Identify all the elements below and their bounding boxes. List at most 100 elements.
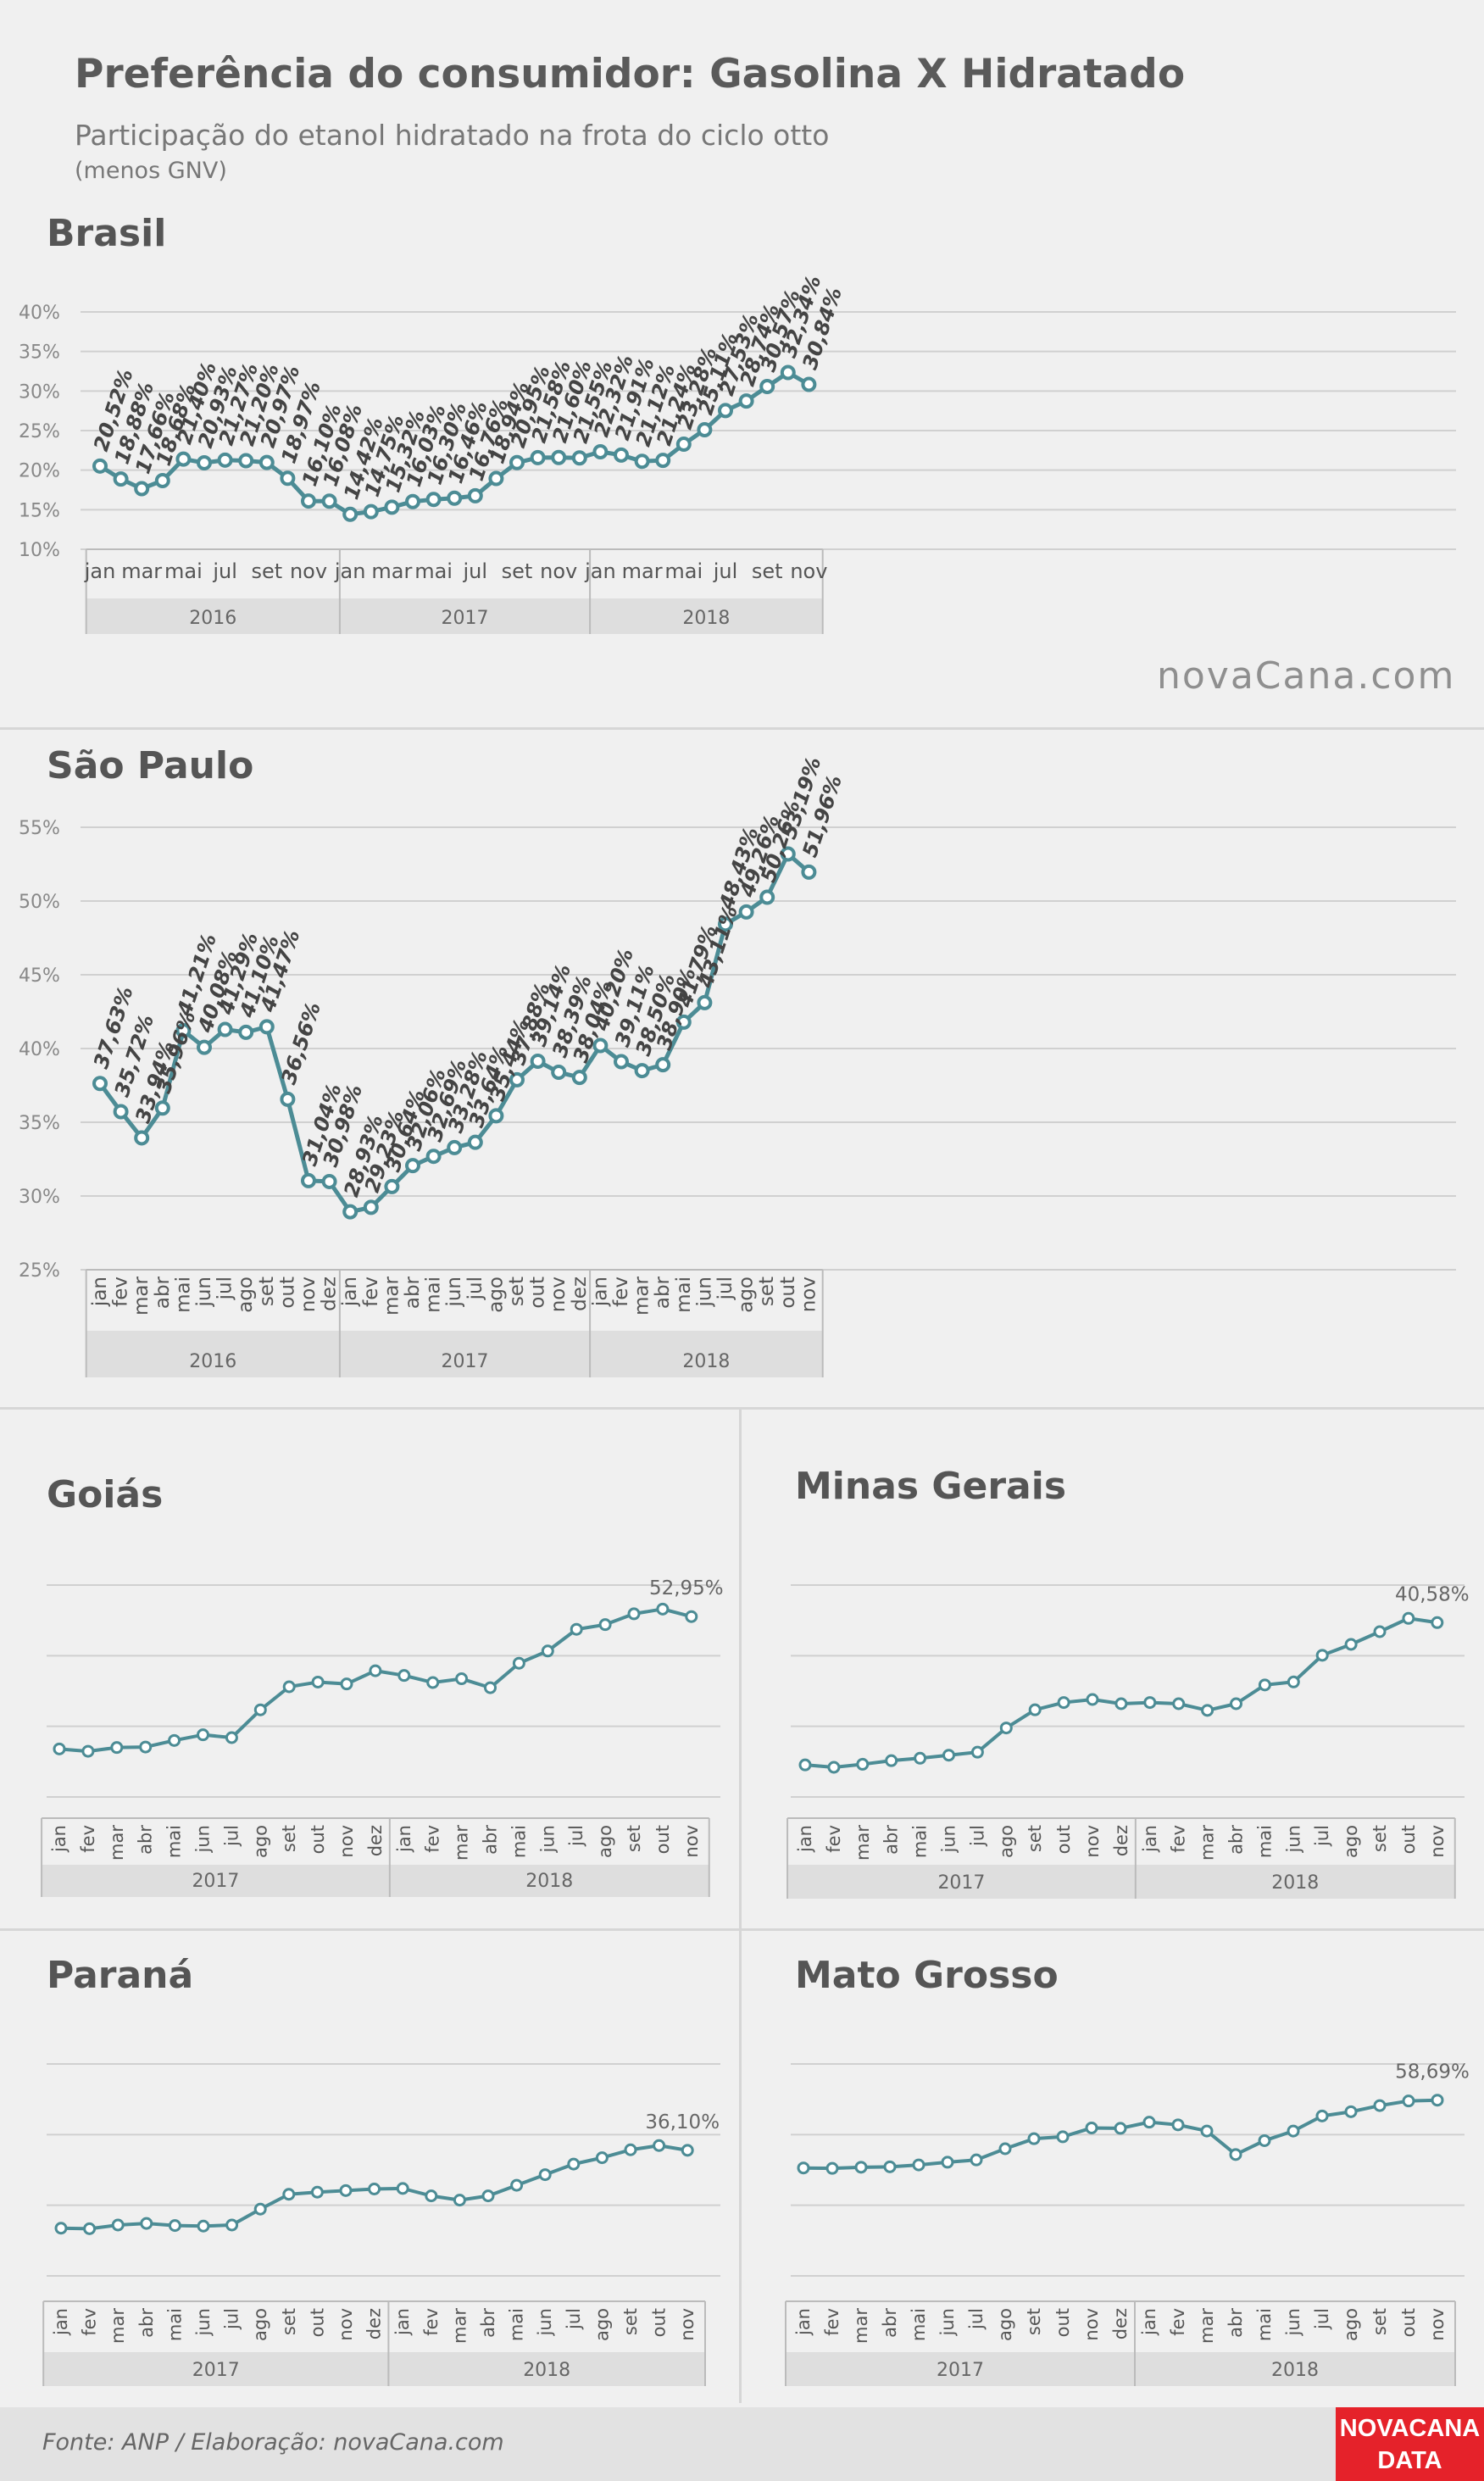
data-point xyxy=(92,1076,108,1092)
data-point xyxy=(798,1758,812,1772)
x-tick-label: jul xyxy=(222,2308,242,2330)
y-tick-label: 35% xyxy=(19,342,60,364)
x-tick-label: jul xyxy=(1312,1825,1332,1847)
data-point xyxy=(1230,1697,1242,1711)
data-point xyxy=(225,2218,239,2232)
data-point xyxy=(656,1602,670,1616)
data-point xyxy=(447,1139,463,1155)
data-point xyxy=(467,487,483,503)
data-point xyxy=(113,1104,129,1120)
x-tick-label: ago xyxy=(235,1277,257,1313)
data-point xyxy=(396,2182,409,2195)
x-tick-label: mai xyxy=(1254,2308,1275,2341)
year-label: 2017 xyxy=(192,2360,240,2381)
x-tick-label: set xyxy=(279,1825,299,1852)
x-tick-label: jan xyxy=(339,1277,361,1307)
divider-middle xyxy=(0,1407,1484,1410)
x-tick-label: set xyxy=(502,559,533,583)
x-tick-label: nov xyxy=(1081,2308,1102,2341)
data-point xyxy=(253,2202,267,2216)
x-tick-label: out xyxy=(649,2308,670,2337)
data-point xyxy=(1200,2124,1214,2138)
x-tick-label: jul xyxy=(214,1277,236,1300)
x-tick-label: nov xyxy=(1427,2308,1448,2341)
x-tick-label: set xyxy=(620,2308,641,2335)
x-tick-label: nov xyxy=(336,2308,356,2341)
data-point xyxy=(718,916,733,932)
x-tick-label: abr xyxy=(881,1825,902,1855)
data-point xyxy=(258,1019,275,1035)
x-tick-label: set xyxy=(251,559,282,583)
data-point xyxy=(425,2189,438,2203)
chart-title: Mato Grosso xyxy=(795,1954,1059,1997)
chart-title: Minas Gerais xyxy=(795,1465,1066,1508)
data-point xyxy=(1028,1703,1042,1716)
x-tick-label: jun xyxy=(1283,2308,1303,2336)
data-point xyxy=(1344,2105,1358,2118)
data-point xyxy=(1114,1697,1128,1711)
x-tick-label: jul xyxy=(966,2308,987,2330)
data-point xyxy=(856,1757,870,1771)
data-point xyxy=(168,1733,181,1747)
data-point xyxy=(342,506,358,522)
x-tick-label: mar xyxy=(622,559,663,583)
x-tick-label: nov xyxy=(547,1277,570,1312)
last-value-label: 40,58% xyxy=(1395,1583,1470,1605)
data-point xyxy=(384,1178,400,1194)
x-tick-label: abr xyxy=(481,1825,501,1855)
x-tick-label: fev xyxy=(822,2308,842,2336)
data-point xyxy=(217,452,233,468)
data-point xyxy=(655,1057,671,1073)
data-point xyxy=(530,1053,546,1069)
data-point xyxy=(426,1676,440,1689)
data-point xyxy=(425,492,442,508)
year-band xyxy=(42,1865,709,1897)
x-tick-label: set xyxy=(256,1277,278,1306)
data-point xyxy=(1431,2094,1444,2107)
x-tick-label: out xyxy=(527,1277,549,1309)
data-point xyxy=(54,2222,68,2235)
data-point xyxy=(567,2157,581,2171)
data-point xyxy=(154,1100,170,1116)
data-point xyxy=(405,1158,420,1174)
x-tick-label: out xyxy=(1398,2308,1419,2337)
data-point xyxy=(1373,1625,1387,1638)
data-point xyxy=(571,450,587,466)
x-tick-label: ago xyxy=(485,1277,507,1313)
data-point xyxy=(384,499,400,515)
data-point xyxy=(484,1681,497,1694)
x-tick-label: jul xyxy=(463,559,488,583)
data-point xyxy=(883,2160,897,2173)
x-tick-label: abr xyxy=(1226,2308,1246,2338)
x-tick-label: ago xyxy=(996,1825,1016,1858)
year-label: 2018 xyxy=(525,1871,573,1892)
x-tick-label: jan xyxy=(394,1825,414,1853)
data-point xyxy=(571,1070,587,1086)
x-tick-label: nov xyxy=(677,2308,698,2341)
data-point xyxy=(282,1680,296,1694)
x-tick-label: abr xyxy=(478,2308,498,2338)
x-tick-label: nov xyxy=(790,559,827,583)
data-point xyxy=(311,1675,325,1688)
data-point xyxy=(447,490,463,506)
data-point xyxy=(301,493,316,509)
x-tick-label: jul xyxy=(714,1277,736,1300)
data-point xyxy=(467,1134,483,1150)
data-point xyxy=(780,364,796,381)
x-tick-label: ago xyxy=(250,2308,270,2341)
year-band xyxy=(786,2352,1455,2386)
x-tick-label: jul xyxy=(967,1825,987,1847)
data-point xyxy=(797,2161,810,2175)
x-tick-label: out xyxy=(307,2308,327,2337)
x-tick-label: dez xyxy=(569,1277,591,1311)
x-tick-label: set xyxy=(1370,2308,1390,2335)
data-label: 36,56% xyxy=(276,999,325,1088)
data-point xyxy=(81,1744,95,1758)
x-tick-label: jan xyxy=(584,559,616,583)
data-point xyxy=(718,403,733,419)
x-tick-label: set xyxy=(1024,2308,1044,2335)
x-tick-label: jan xyxy=(795,1825,815,1853)
chart-title: São Paulo xyxy=(47,744,253,787)
x-tick-label: fev xyxy=(1168,2308,1188,2336)
